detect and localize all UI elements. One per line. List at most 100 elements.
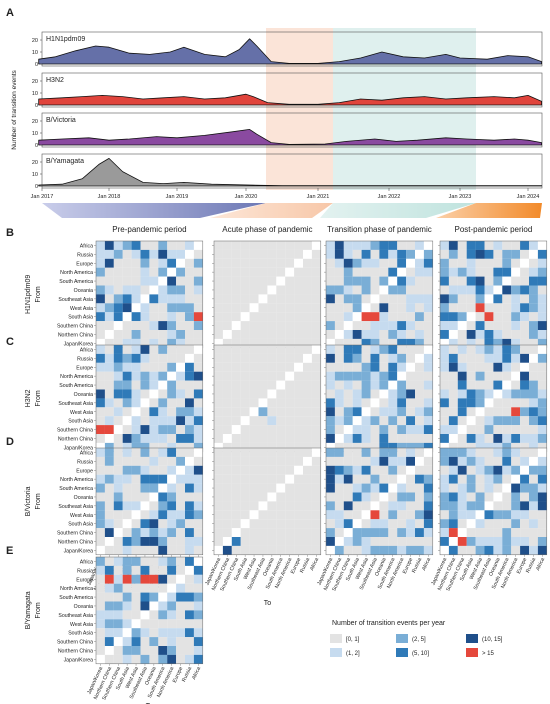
heatmap-cell [475, 258, 485, 268]
heatmap-frame [95, 556, 204, 665]
heatmap-cell [258, 425, 268, 435]
heatmap-cell [258, 285, 268, 295]
heatmap-cell [415, 389, 424, 399]
heatmap-cell [520, 501, 530, 511]
heatmap-cell [537, 456, 547, 466]
heatmap-cell [520, 434, 530, 443]
heatmap-cell [493, 465, 503, 475]
heatmap-cell [388, 389, 398, 399]
heatmap-cell [193, 258, 203, 268]
heatmap-cell [343, 371, 353, 381]
heatmap-cell [466, 362, 476, 372]
heatmap-cell [231, 338, 241, 348]
heatmap-cell [185, 545, 194, 555]
region-row-label: Southern China [57, 324, 93, 330]
heatmap-cell [326, 407, 335, 417]
heatmap-cell [140, 583, 150, 593]
heatmap-cell [448, 371, 458, 381]
heatmap-cell [475, 321, 485, 331]
heatmap-cell [423, 483, 433, 493]
heatmap-cell [493, 353, 503, 363]
region-row-label: Russia [77, 356, 93, 362]
heatmap-cell [379, 380, 389, 390]
wedge-transition [320, 203, 476, 218]
period-title-3: Post-pandemic period [454, 225, 532, 234]
heatmap-cell [96, 592, 105, 602]
heatmap-cell [140, 637, 150, 647]
heatmap-cell [185, 345, 194, 354]
x-tick-label-0: Jan 2017 [31, 194, 54, 200]
heatmap-cell [511, 345, 521, 354]
heatmap-cell [502, 312, 512, 322]
y-tick-label: 10 [32, 131, 38, 137]
heatmap-cell [285, 241, 295, 250]
y-tick-label: 0 [35, 62, 38, 68]
heatmap-cell [388, 241, 398, 250]
heatmap-cell [352, 519, 362, 529]
heatmap-cell [415, 510, 424, 520]
heatmap-cell [158, 380, 168, 390]
heatmap-cell [249, 312, 259, 322]
heatmap-cell [104, 442, 114, 452]
heatmap-cell [158, 557, 168, 566]
row-subtype-label-2: B/Victoria [25, 486, 32, 516]
region-row-label: Japan/Korea [64, 341, 94, 347]
heatmap-cell [185, 510, 194, 520]
heatmap-cell [267, 398, 277, 408]
heatmap-cell [379, 330, 389, 339]
heatmap-cell [457, 456, 467, 466]
heatmap-cell [484, 276, 494, 286]
region-row-label: Japan/Korea [64, 657, 94, 663]
heatmap-cell [240, 294, 250, 304]
heatmap-cell [214, 398, 223, 408]
heatmap-cell [122, 353, 132, 363]
heatmap-cell [158, 330, 168, 339]
legend-swatch [330, 634, 342, 643]
heatmap-cell [415, 407, 424, 417]
heatmap-cell [311, 442, 321, 452]
heatmap-cell [397, 442, 407, 452]
heatmap-cell [193, 303, 203, 313]
y-tick-label: 20 [32, 38, 38, 44]
heatmap-cell [484, 456, 494, 466]
heatmap-cell [397, 389, 407, 399]
heatmap-cell [140, 628, 150, 638]
heatmap-cell [484, 258, 494, 268]
heatmap-cell [370, 380, 380, 390]
heatmap-cell [326, 528, 335, 538]
heatmap-cell [193, 321, 203, 331]
heatmap-cell [502, 492, 512, 502]
heatmap-cell [457, 483, 467, 493]
heatmap-cell [140, 345, 150, 354]
heatmap-cell [352, 345, 362, 354]
heatmap-cell [334, 474, 344, 484]
heatmap-cell [440, 389, 449, 399]
heatmap-cell [96, 654, 105, 664]
heatmap-cell [96, 249, 105, 259]
heatmap-cell [140, 492, 150, 502]
heatmap-cell [222, 338, 232, 348]
heatmap-cell [361, 456, 371, 466]
area-series [38, 129, 542, 146]
heatmap-cell [520, 303, 530, 313]
heatmap-cell [388, 537, 398, 546]
heatmap-cell [529, 321, 538, 331]
heatmap-cell [502, 241, 512, 250]
heatmap-cell [370, 492, 380, 502]
region-row-label: Southern China [57, 428, 93, 434]
heatmap-cell [113, 407, 123, 417]
heatmap-cell [113, 442, 123, 452]
heatmap-cell [140, 241, 150, 250]
heatmap-cell [343, 407, 353, 417]
heatmap-cell [379, 442, 389, 452]
heatmap-cell [415, 338, 424, 348]
heatmap-cell [167, 407, 177, 417]
heatmap-cell [334, 276, 344, 286]
heatmap-cell [466, 276, 476, 286]
heatmap-cell [149, 434, 159, 443]
heatmap-cell [303, 537, 312, 546]
heatmap-cell [326, 258, 335, 268]
